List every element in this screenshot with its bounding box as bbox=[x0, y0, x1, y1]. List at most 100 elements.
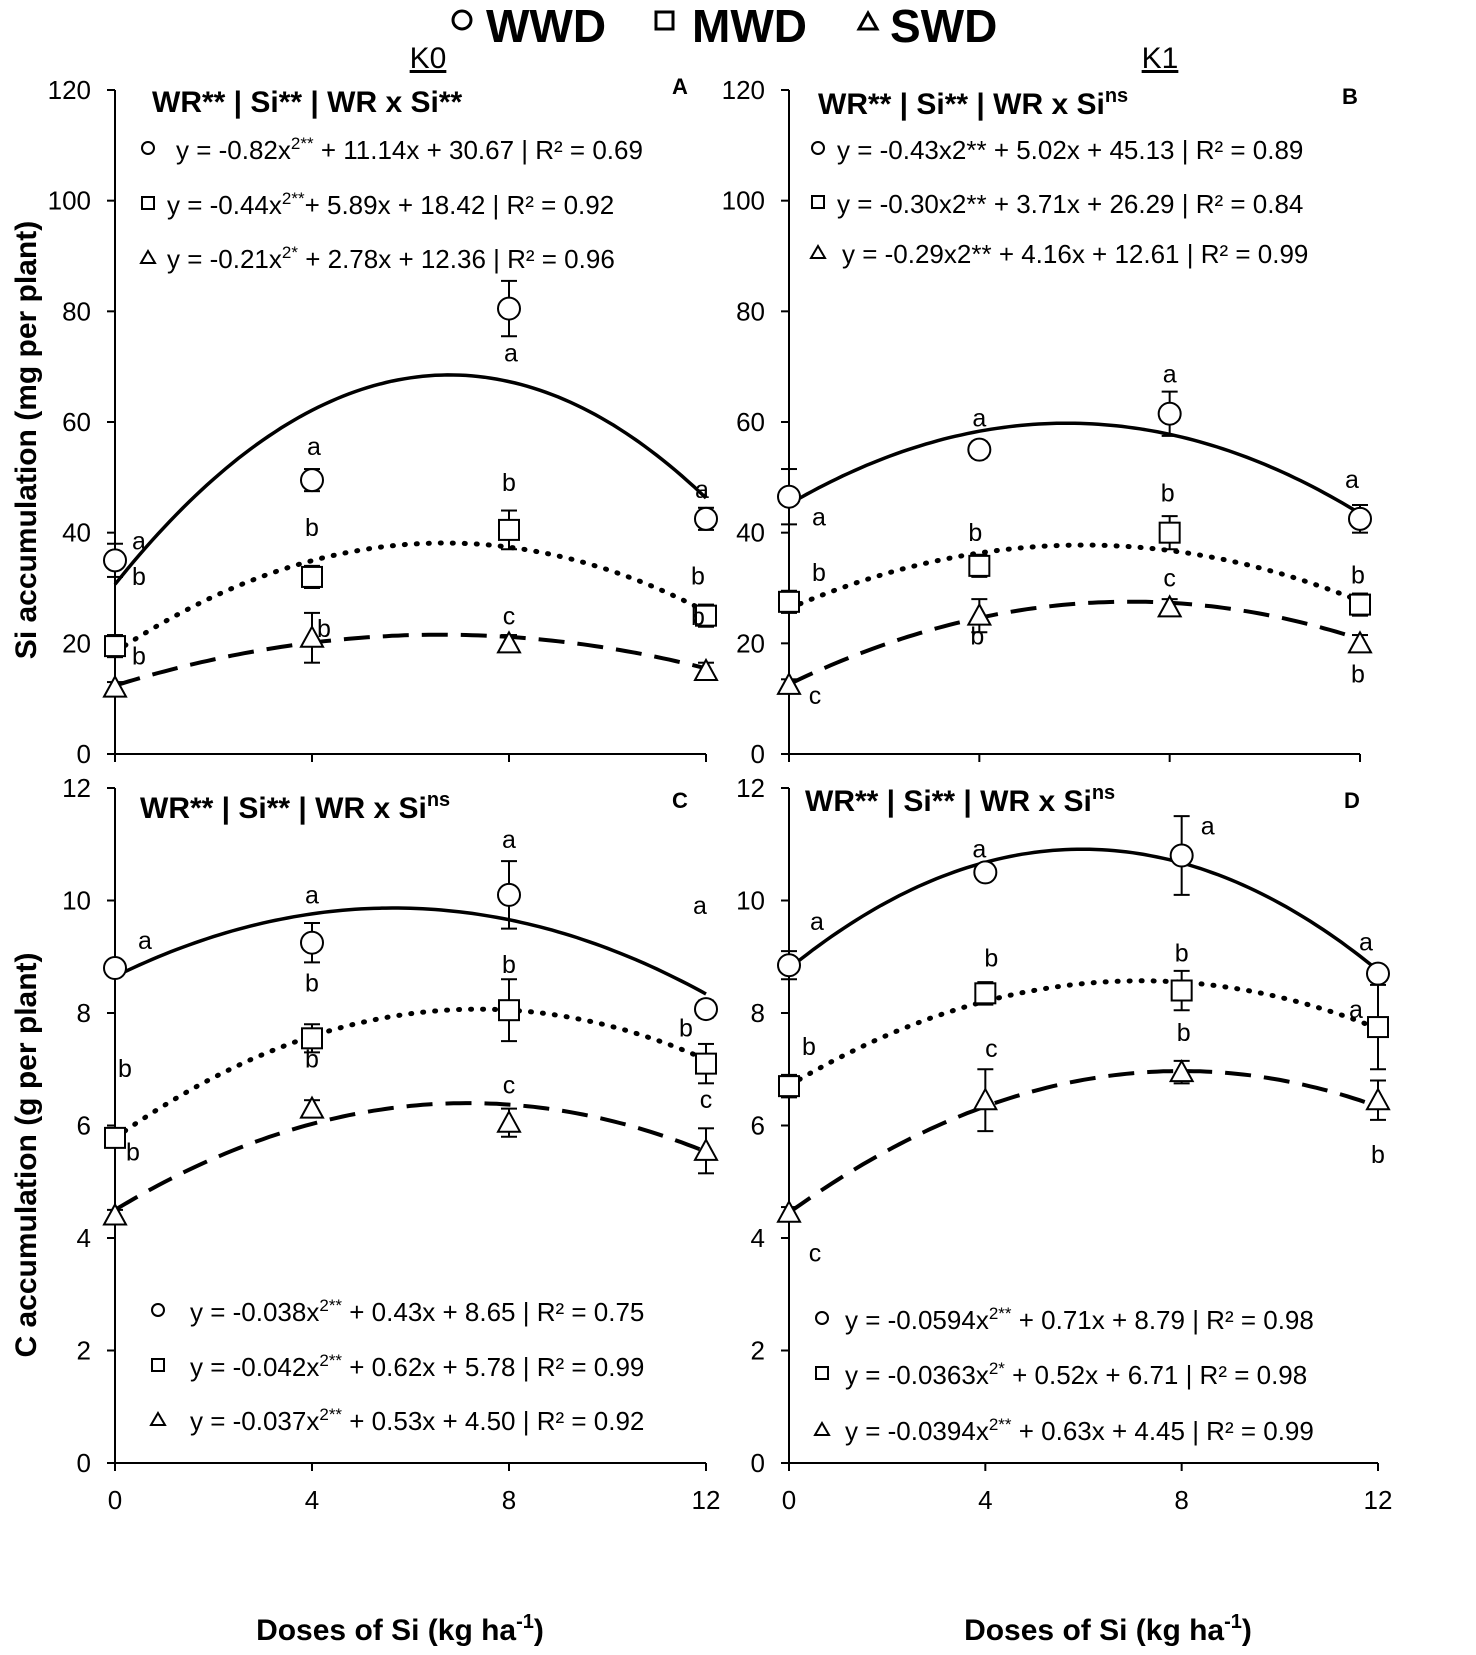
data-point-mwd bbox=[498, 999, 520, 1022]
y-tick-label: 100 bbox=[722, 186, 765, 216]
regression-equation: y = -0.038x2** + 0.43x + 8.65 | R² = 0.7… bbox=[190, 1296, 644, 1327]
equation-part: + 11.14x + 30.67 | R² = 0.69 bbox=[314, 135, 643, 165]
data-point-mwd bbox=[1367, 1016, 1389, 1039]
fit-curve-swd bbox=[788, 599, 1361, 687]
panel-title-sup: ns bbox=[1092, 782, 1115, 804]
y-tick-label: 0 bbox=[751, 1448, 765, 1478]
panel-letter: C bbox=[672, 788, 688, 813]
equation-marker-wwd bbox=[141, 141, 155, 155]
data-point-swd bbox=[496, 630, 522, 654]
equation-marker-mwd bbox=[151, 1358, 165, 1372]
y-tick-label: 8 bbox=[751, 998, 765, 1028]
significance-letter: c bbox=[985, 1035, 998, 1063]
equation-part: y = -0.038x bbox=[190, 1297, 319, 1327]
fit-curve-wwd bbox=[787, 847, 1380, 972]
equation-marker-swd bbox=[809, 244, 827, 259]
equation-part: + 0.43x + 8.65 | R² = 0.75 bbox=[342, 1297, 644, 1327]
significance-letter: c bbox=[1163, 564, 1176, 592]
significance-letter: c bbox=[700, 1086, 713, 1114]
significance-letter: b bbox=[132, 563, 146, 591]
data-point-wwd bbox=[694, 997, 718, 1022]
fit-curve-swd bbox=[113, 1101, 707, 1212]
regression-equation: y = -0.44x2**+ 5.89x + 18.42 | R² = 0.92 bbox=[167, 189, 614, 220]
regression-equation: y = -0.43x2** + 5.02x + 45.13 | R² = 0.8… bbox=[837, 135, 1303, 165]
equation-marker-wwd bbox=[151, 1303, 165, 1317]
data-point-wwd bbox=[694, 506, 718, 531]
significance-letter: a bbox=[972, 405, 986, 433]
significance-letter: a bbox=[307, 433, 321, 461]
equation-exponent: 2* bbox=[989, 1359, 1005, 1378]
data-point-mwd bbox=[695, 604, 717, 627]
regression-equation: y = -0.0394x2** + 0.63x + 4.45 | R² = 0.… bbox=[845, 1415, 1314, 1446]
data-point-wwd bbox=[777, 953, 801, 978]
data-point-mwd bbox=[301, 1027, 323, 1050]
equation-part: + 0.71x + 8.79 | R² = 0.98 bbox=[1012, 1305, 1314, 1335]
legend-label-wwd: WWD bbox=[486, 0, 606, 52]
panel-title: WR** | Si** | WR x Si** bbox=[152, 86, 463, 119]
regression-equation: y = -0.21x2* + 2.78x + 12.36 | R² = 0.96 bbox=[167, 243, 615, 274]
panel-title-main: WR** | Si** | WR x Si bbox=[818, 88, 1105, 121]
equation-part: y = -0.29x2** + 4.16x + 12.61 | R² = 0.9… bbox=[842, 239, 1308, 269]
equation-part: y = -0.0363x bbox=[845, 1360, 989, 1390]
significance-letter: b bbox=[691, 603, 705, 631]
equation-part: y = -0.0594x bbox=[845, 1305, 989, 1335]
significance-letter: c bbox=[809, 1240, 822, 1268]
y-tick-label: 40 bbox=[62, 518, 91, 548]
significance-letter: a bbox=[305, 882, 319, 910]
regression-equation: y = -0.82x2** + 11.14x + 30.67 | R² = 0.… bbox=[176, 134, 643, 165]
significance-letter: a bbox=[138, 927, 152, 955]
equation-exponent: 2** bbox=[291, 134, 314, 153]
y-tick-label: 10 bbox=[736, 886, 765, 916]
significance-letter: b bbox=[317, 615, 331, 643]
significance-letter: b bbox=[1175, 940, 1189, 968]
regression-equation: y = -0.0363x2* + 0.52x + 6.71 | R² = 0.9… bbox=[845, 1359, 1307, 1390]
significance-letter: b bbox=[1371, 1141, 1385, 1169]
equation-part: y = -0.82x bbox=[176, 135, 291, 165]
equation-marker-swd bbox=[813, 1421, 831, 1436]
y-tick-label: 80 bbox=[62, 296, 91, 326]
x-axis-label-right: Doses of Si (kg ha-1) bbox=[964, 1611, 1252, 1647]
significance-letter: a bbox=[693, 892, 707, 920]
panel-a: 0 20 40 60 80 100 120 WR** | Si** | WR x Si** Aa… bbox=[48, 74, 719, 769]
data-point-wwd bbox=[300, 930, 324, 955]
data-point-swd bbox=[102, 674, 128, 698]
equation-marker-mwd bbox=[141, 196, 155, 210]
data-point-swd bbox=[972, 1087, 999, 1111]
y-tick-label: 4 bbox=[751, 1223, 765, 1253]
x-tick-label: 8 bbox=[1174, 1485, 1188, 1515]
regression-equation: y = -0.042x2** + 0.62x + 5.78 | R² = 0.9… bbox=[190, 1351, 644, 1382]
regression-equation: y = -0.30x2** + 3.71x + 26.29 | R² = 0.8… bbox=[837, 189, 1303, 219]
panel-title-main: WR** | Si** | WR x Si bbox=[805, 785, 1092, 818]
data-point-mwd bbox=[104, 635, 126, 658]
data-point-wwd bbox=[497, 296, 521, 321]
regression-equation: y = -0.29x2** + 4.16x + 12.61 | R² = 0.9… bbox=[842, 239, 1308, 269]
data-point-swd bbox=[1168, 1058, 1195, 1083]
data-point-wwd bbox=[777, 484, 801, 509]
significance-letter: a bbox=[1201, 813, 1215, 841]
data-point-mwd bbox=[1349, 593, 1371, 616]
equation-exponent: 2** bbox=[319, 1405, 342, 1424]
y-tick-label: 100 bbox=[48, 186, 91, 216]
legend-label-swd: SWD bbox=[890, 0, 997, 52]
series-mwd: b b b a y = -0.0363x2* + 0.52x + 6.71 | R² =… bbox=[778, 940, 1389, 1390]
significance-letter: b bbox=[1351, 660, 1365, 688]
significance-letter: b bbox=[132, 643, 146, 671]
significance-letter: a bbox=[504, 340, 518, 368]
significance-letter: b bbox=[984, 944, 998, 972]
equation-part: + 0.63x + 4.45 | R² = 0.99 bbox=[1012, 1416, 1314, 1446]
significance-letter: b bbox=[802, 1033, 816, 1061]
column-label-k0: K0 bbox=[410, 42, 447, 75]
x-tick-label: 0 bbox=[108, 1485, 122, 1515]
y-tick-label: 4 bbox=[77, 1223, 91, 1253]
y-axis-label-c: C accumulation (g per plant) bbox=[10, 952, 43, 1357]
y-tick-label: 80 bbox=[736, 296, 765, 326]
series-wwd: a a a a y = -0.038x2** + 0.43x + 8.65 | R² =… bbox=[103, 826, 718, 1327]
equation-part: y = -0.0394x bbox=[845, 1416, 989, 1446]
x-tick-label: 4 bbox=[978, 1485, 992, 1515]
equation-exponent: 2** bbox=[989, 1415, 1012, 1434]
data-point-wwd bbox=[497, 882, 521, 907]
panel-b: 0 20 40 60 80 100 120 WR** | Si** | WR x Sins Ba… bbox=[722, 75, 1373, 769]
data-point-mwd bbox=[498, 518, 520, 541]
